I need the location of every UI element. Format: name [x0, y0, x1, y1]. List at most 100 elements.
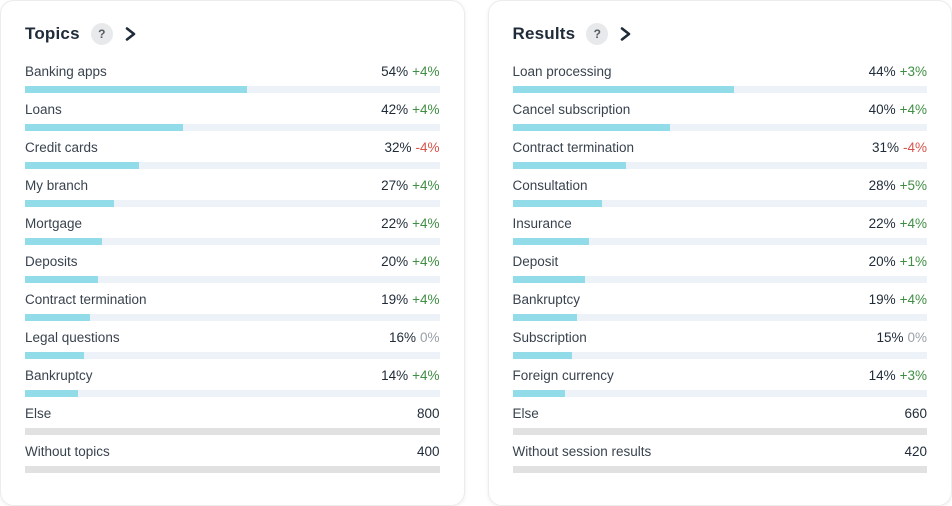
metric-label: Insurance	[512, 216, 572, 231]
metric-row-head: Mortgage 22% +4%	[25, 215, 440, 232]
topics-card-header: Topics ?	[25, 21, 440, 47]
help-icon[interactable]: ?	[586, 23, 609, 45]
metric-bar-track	[25, 238, 440, 245]
metric-bar-track	[25, 86, 440, 93]
metric-values: 19% +4%	[381, 291, 439, 308]
topics-rows: Banking apps 54% +4% Loans 42% +4% Credit …	[25, 63, 440, 473]
topics-title: Topics	[25, 24, 80, 43]
metric-values: 20% +4%	[381, 253, 439, 270]
metric-value: 20%	[381, 254, 409, 269]
metric-label: Deposits	[25, 254, 78, 269]
metric-change: -4%	[415, 140, 440, 155]
metric-row: My branch 27% +4%	[25, 177, 440, 207]
topics-card: Topics ? Banking apps 54% +4% Loans 42% +4…	[0, 0, 465, 506]
results-card: Results ? Loan processing 44% +3% Cancel …	[487, 0, 952, 506]
metric-value: 19%	[868, 292, 896, 307]
metric-change: +4%	[899, 292, 927, 307]
metric-row: Foreign currency 14% +3%	[512, 367, 927, 397]
metric-change: +3%	[899, 368, 927, 383]
metric-bar-track	[512, 124, 927, 131]
metric-bar-track	[25, 390, 440, 397]
metric-label: Foreign currency	[512, 368, 614, 383]
metric-row: Insurance 22% +4%	[512, 215, 927, 245]
metric-row-head: Else 660	[513, 405, 928, 422]
metric-bar-fill	[25, 200, 115, 207]
metric-change: 0%	[907, 330, 927, 345]
metric-bar-fill	[512, 86, 735, 93]
metric-values: 32% -4%	[384, 139, 439, 156]
metric-bar-track	[25, 162, 440, 169]
metric-bar-track	[512, 466, 927, 473]
metric-row-head: Deposit 20% +1%	[513, 253, 928, 270]
metric-row: Contract termination 19% +4%	[25, 291, 440, 321]
results-rows: Loan processing 44% +3% Cancel subscripti…	[512, 63, 928, 473]
metric-row-head: Loan processing 44% +3%	[513, 63, 928, 80]
metric-value: 15%	[876, 330, 904, 345]
metric-label: Subscription	[512, 330, 587, 345]
metric-value: 14%	[868, 368, 896, 383]
metric-label: Legal questions	[25, 330, 120, 345]
metric-row: Banking apps 54% +4%	[25, 63, 440, 93]
metric-value: 400	[416, 444, 440, 459]
metric-bar-fill	[25, 124, 183, 131]
metric-row-head: Subscription 15% 0%	[513, 329, 928, 346]
metric-bar-fill	[25, 276, 98, 283]
metric-values: 22% +4%	[869, 215, 927, 232]
metric-row-head: Contract termination 19% +4%	[25, 291, 440, 308]
metric-bar-fill	[25, 390, 78, 397]
metric-row-head: Loans 42% +4%	[25, 101, 440, 118]
metric-label: Loans	[25, 102, 62, 117]
metric-change: +4%	[412, 216, 440, 231]
metric-bar-fill	[25, 162, 139, 169]
metric-bar-track	[512, 276, 927, 283]
metric-change: 0%	[419, 330, 440, 345]
metric-bar-track	[25, 352, 440, 359]
metric-change: +4%	[412, 254, 440, 269]
metric-row-head: Consultation 28% +5%	[513, 177, 928, 194]
metric-row: Without session results 420	[512, 443, 928, 473]
metric-label: Credit cards	[25, 140, 98, 155]
metric-row-head: Cancel subscription 40% +4%	[513, 101, 928, 118]
metric-bar-track	[25, 428, 440, 435]
chevron-right-icon[interactable]	[124, 27, 137, 41]
metric-row: Deposit 20% +1%	[512, 253, 928, 283]
metric-change: +4%	[412, 292, 440, 307]
metric-change: +4%	[412, 368, 440, 383]
metric-row: Mortgage 22% +4%	[25, 215, 440, 245]
metric-row-head: Deposits 20% +4%	[25, 253, 440, 270]
metric-bar-track	[512, 238, 927, 245]
metric-change: +4%	[899, 102, 927, 117]
metric-bar-fill	[512, 162, 627, 169]
metric-label: Loan processing	[512, 64, 612, 79]
metric-bar-track	[512, 352, 927, 359]
chevron-right-icon[interactable]	[619, 27, 632, 41]
metric-row-head: Contract termination 31% -4%	[513, 139, 928, 156]
metric-row: Legal questions 16% 0%	[25, 329, 440, 359]
metric-bar-fill	[512, 124, 670, 131]
metric-label: Contract termination	[25, 292, 147, 307]
metric-values: 14% +4%	[381, 367, 439, 384]
metric-label: Cancel subscription	[512, 102, 631, 117]
metric-row-head: My branch 27% +4%	[25, 177, 440, 194]
metric-value: 32%	[384, 140, 412, 155]
metric-values: 800	[417, 405, 440, 422]
metric-change: +3%	[899, 64, 927, 79]
metric-row-head: Bankruptcy 19% +4%	[513, 291, 928, 308]
metric-values: 54% +4%	[381, 63, 439, 80]
metric-row-head: Without topics 400	[25, 443, 440, 460]
metric-row: Else 660	[512, 405, 928, 435]
metric-bar-fill	[512, 390, 566, 397]
metric-bar-track	[25, 276, 440, 283]
metric-value: 660	[904, 406, 927, 421]
metric-label: Banking apps	[25, 64, 107, 79]
metric-bar-track	[25, 200, 440, 207]
metric-label: Deposit	[512, 254, 559, 269]
metric-value: 42%	[381, 102, 409, 117]
metric-row-head: Legal questions 16% 0%	[25, 329, 440, 346]
metric-row-head: Without session results 420	[513, 443, 928, 460]
metric-label: My branch	[25, 178, 89, 193]
help-icon[interactable]: ?	[90, 23, 113, 45]
metric-value: 19%	[381, 292, 409, 307]
metric-values: 42% +4%	[381, 101, 439, 118]
metric-value: 20%	[868, 254, 896, 269]
